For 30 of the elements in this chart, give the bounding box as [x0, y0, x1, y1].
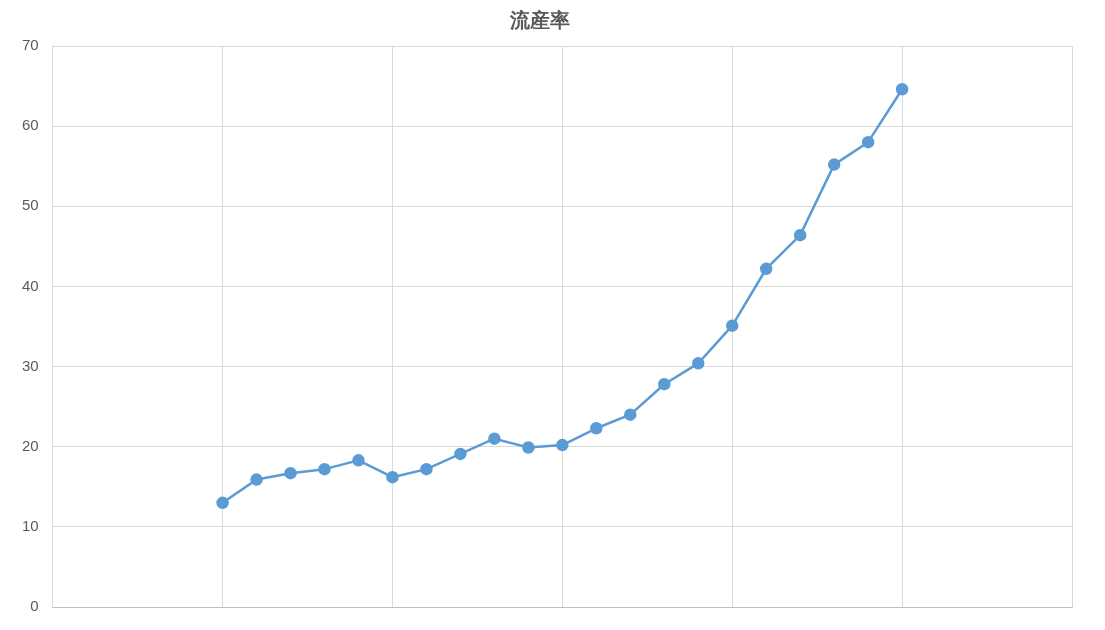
point — [420, 462, 433, 476]
y-tick-label: 10 — [22, 517, 39, 534]
y-tick-label: 40 — [22, 276, 39, 294]
point — [454, 447, 467, 461]
point — [793, 228, 807, 242]
point — [725, 319, 739, 332]
y-tick-label: 70 — [22, 36, 39, 54]
point — [386, 470, 399, 484]
point — [692, 357, 705, 370]
point — [827, 158, 841, 171]
point — [861, 135, 875, 149]
point — [250, 473, 263, 486]
point — [658, 377, 671, 391]
chart-title: 流産率 — [509, 8, 570, 33]
point — [590, 422, 603, 435]
y-tick-label: 20 — [22, 436, 39, 454]
point — [216, 496, 229, 510]
point — [522, 441, 535, 454]
point — [352, 454, 365, 467]
point — [284, 466, 297, 480]
point — [488, 432, 501, 445]
point — [624, 408, 637, 421]
point — [318, 462, 331, 476]
point — [895, 83, 909, 96]
y-tick-label: 0 — [30, 597, 39, 615]
point — [759, 262, 773, 276]
point — [556, 438, 569, 452]
y-tick-label: 60 — [22, 116, 39, 134]
y-tick-label: 30 — [22, 356, 39, 374]
y-tick-label: 50 — [22, 196, 39, 214]
